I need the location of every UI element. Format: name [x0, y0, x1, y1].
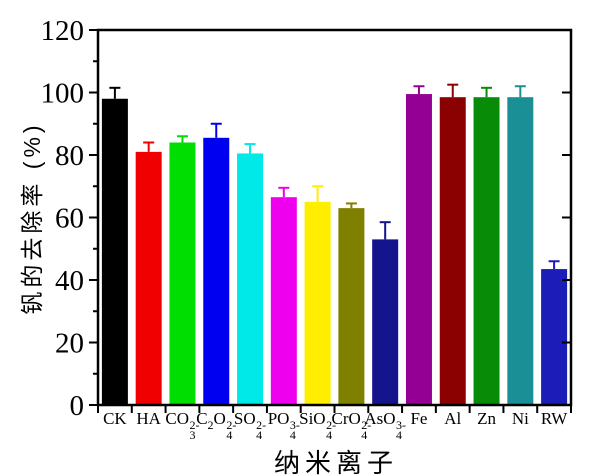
bar [203, 137, 230, 405]
bar [101, 98, 128, 405]
y-tick-label: 100 [41, 78, 85, 110]
bar [270, 197, 297, 405]
bar [304, 201, 331, 405]
x-axis-title: 纳米离子 [273, 448, 399, 476]
y-tick-label: 20 [55, 328, 84, 360]
y-tick-label: 120 [41, 15, 85, 47]
bar [372, 239, 399, 405]
bar [169, 142, 196, 405]
y-tick-label: 60 [55, 203, 84, 235]
bar [237, 153, 264, 405]
y-tick-label: 0 [70, 390, 85, 422]
bar [135, 151, 162, 405]
y-tick-label: 40 [55, 265, 84, 297]
y-tick-label: 80 [55, 140, 84, 172]
bar [507, 97, 534, 405]
bar [338, 208, 365, 405]
y-axis-title: 钒的去除率 (%) [19, 121, 45, 315]
plot-box [96, 28, 573, 407]
bar [473, 97, 500, 405]
bar [405, 94, 432, 405]
bar [439, 97, 466, 405]
bar [541, 269, 568, 405]
